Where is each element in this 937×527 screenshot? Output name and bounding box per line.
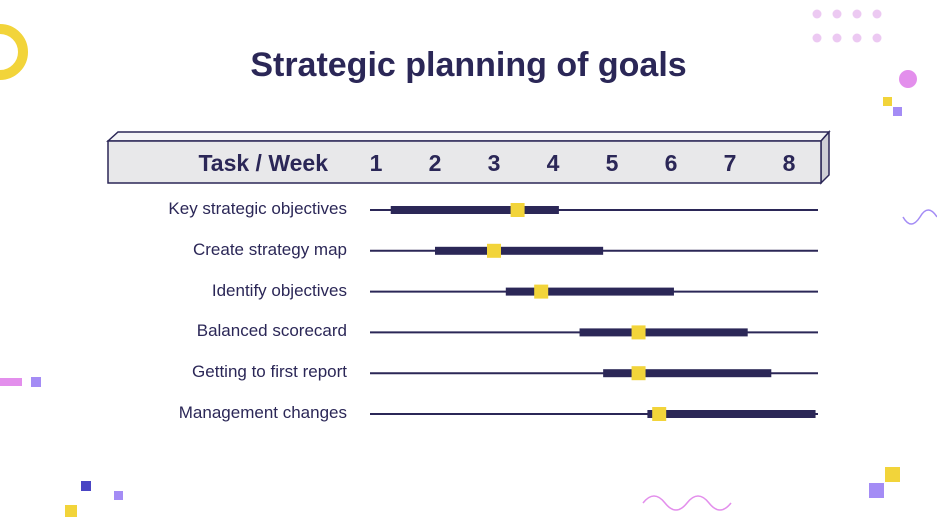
milestone-marker <box>534 284 549 299</box>
square-decoration <box>114 491 123 500</box>
task-bar <box>579 328 748 337</box>
milestone-marker <box>652 407 667 421</box>
wave-decoration <box>642 495 732 511</box>
square-decoration <box>65 505 77 517</box>
circle-decoration <box>899 70 917 88</box>
task-bar <box>647 410 816 418</box>
week-label: 5 <box>606 150 619 176</box>
square-decoration <box>81 481 91 491</box>
header-label: Task / Week <box>198 150 328 176</box>
square-decoration <box>869 483 884 498</box>
square-decoration <box>31 377 41 387</box>
task-label: Balanced scorecard <box>196 321 347 341</box>
task-bar <box>435 246 604 255</box>
milestone-marker <box>631 325 646 340</box>
task-label: Key strategic objectives <box>168 199 347 218</box>
bar-decoration <box>0 378 22 386</box>
week-label: 6 <box>665 150 678 176</box>
week-label: 4 <box>547 150 560 176</box>
ring-decoration <box>0 24 28 80</box>
task-label: Create strategy map <box>192 239 347 259</box>
wave-decoration <box>902 209 937 225</box>
week-label: 8 <box>783 150 796 176</box>
task-label: Management changes <box>178 403 347 422</box>
square-decoration <box>883 97 892 106</box>
header-bar: Task / Week <box>106 130 831 185</box>
week-label: 2 <box>429 150 442 176</box>
task-label: Identify objectives <box>211 280 347 300</box>
dot-grid-decoration <box>812 9 882 43</box>
task-label: Getting to first report <box>192 362 347 382</box>
week-label: 7 <box>724 150 737 176</box>
milestone-marker <box>510 203 525 217</box>
task-bar <box>603 369 772 378</box>
page-title: Strategic planning of goals <box>250 46 687 84</box>
milestone-marker <box>487 243 501 258</box>
square-decoration <box>885 467 900 482</box>
week-label: 3 <box>488 150 501 176</box>
task-bar <box>390 206 559 214</box>
square-decoration <box>893 107 902 116</box>
week-label: 1 <box>370 150 383 176</box>
task-bar <box>505 287 674 296</box>
milestone-marker <box>631 366 646 381</box>
